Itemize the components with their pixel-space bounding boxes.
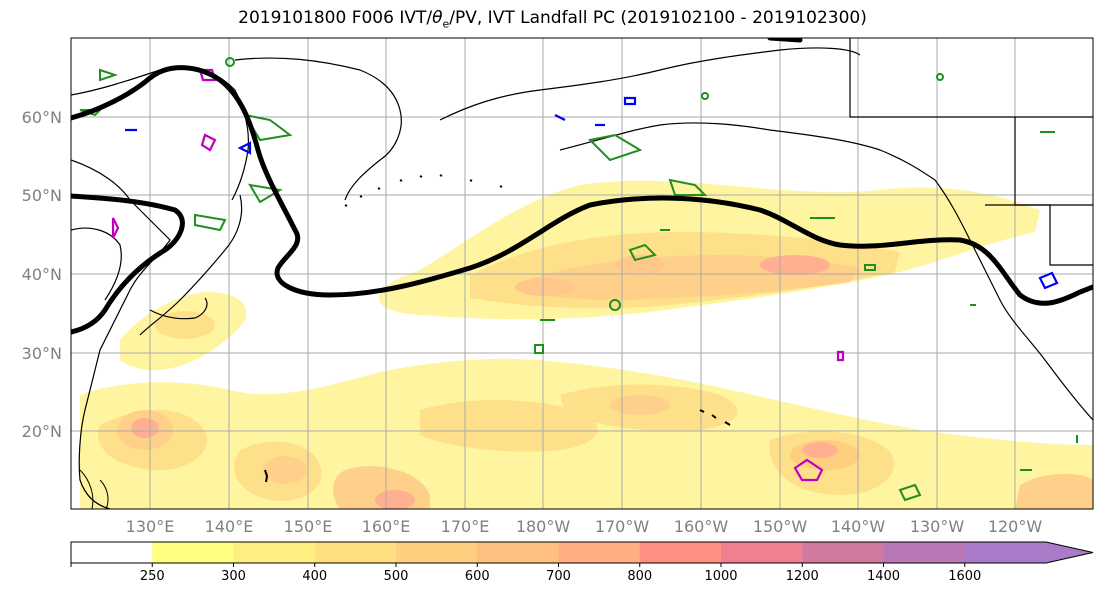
lon-label: 130°W (910, 517, 965, 536)
lon-label: 170°W (595, 517, 650, 536)
lon-label: 170°E (441, 517, 490, 536)
colorbar-segment (721, 542, 803, 563)
lon-label: 140°E (205, 517, 254, 536)
colorbar-segment (233, 542, 316, 563)
pv-contours (111, 68, 1059, 482)
lon-label: 150°W (753, 517, 808, 536)
colorbar-tick-label: 800 (627, 569, 652, 584)
colorbar-segment (477, 542, 559, 563)
colorbar-segment (802, 542, 884, 563)
colorbar-labels: 250 300 400 500 600 700 800 1000 1200 1400 1600 (70, 563, 981, 584)
ivt-shading (80, 180, 1093, 509)
lat-label: 60°N (22, 108, 62, 127)
lon-label: 150°E (284, 517, 333, 536)
colorbar-tick-label: 1600 (948, 569, 981, 584)
lat-label: 20°N (22, 422, 62, 441)
colorbar-tick-label: 250 (140, 569, 165, 584)
colorbar-segment (152, 542, 234, 563)
colorbar-tick-label: 400 (302, 569, 327, 584)
colorbar-segment (71, 542, 153, 563)
colorbar-tick-label: 700 (546, 569, 571, 584)
lat-label: 40°N (22, 265, 62, 284)
colorbar-segment (639, 542, 722, 563)
colorbar-segment (883, 542, 966, 563)
colorbar-tick-label: 1200 (786, 569, 819, 584)
colorbar-outline (70, 541, 1094, 564)
colorbar-tick-label: 1000 (704, 569, 737, 584)
lon-label: 160°E (362, 517, 411, 536)
colorbar-segment (558, 542, 641, 563)
lon-label: 160°W (674, 517, 729, 536)
theta-e-contours (79, 57, 1078, 502)
colorbar-tick-label: 500 (384, 569, 409, 584)
colorbar-segment (314, 542, 397, 563)
lat-label: 50°N (22, 186, 62, 205)
lon-label: 120°W (988, 517, 1043, 536)
lat-label: 30°N (22, 344, 62, 363)
colorbar-segment (964, 542, 1047, 563)
colorbar (70, 541, 1094, 564)
lon-label: 130°E (126, 517, 175, 536)
lon-label: 180°W (516, 517, 571, 536)
map-frame (70, 37, 1094, 510)
colorbar-segment (396, 542, 478, 563)
map-title: 2019101800 F006 IVT/θe/PV, IVT Landfall … (238, 8, 867, 31)
lon-label: 140°W (831, 517, 886, 536)
colorbar-tick-label: 300 (221, 569, 246, 584)
colorbar-tick-label: 600 (465, 569, 490, 584)
colorbar-extend-arrow (1046, 542, 1093, 563)
colorbar-tick-label: 1400 (867, 569, 900, 584)
